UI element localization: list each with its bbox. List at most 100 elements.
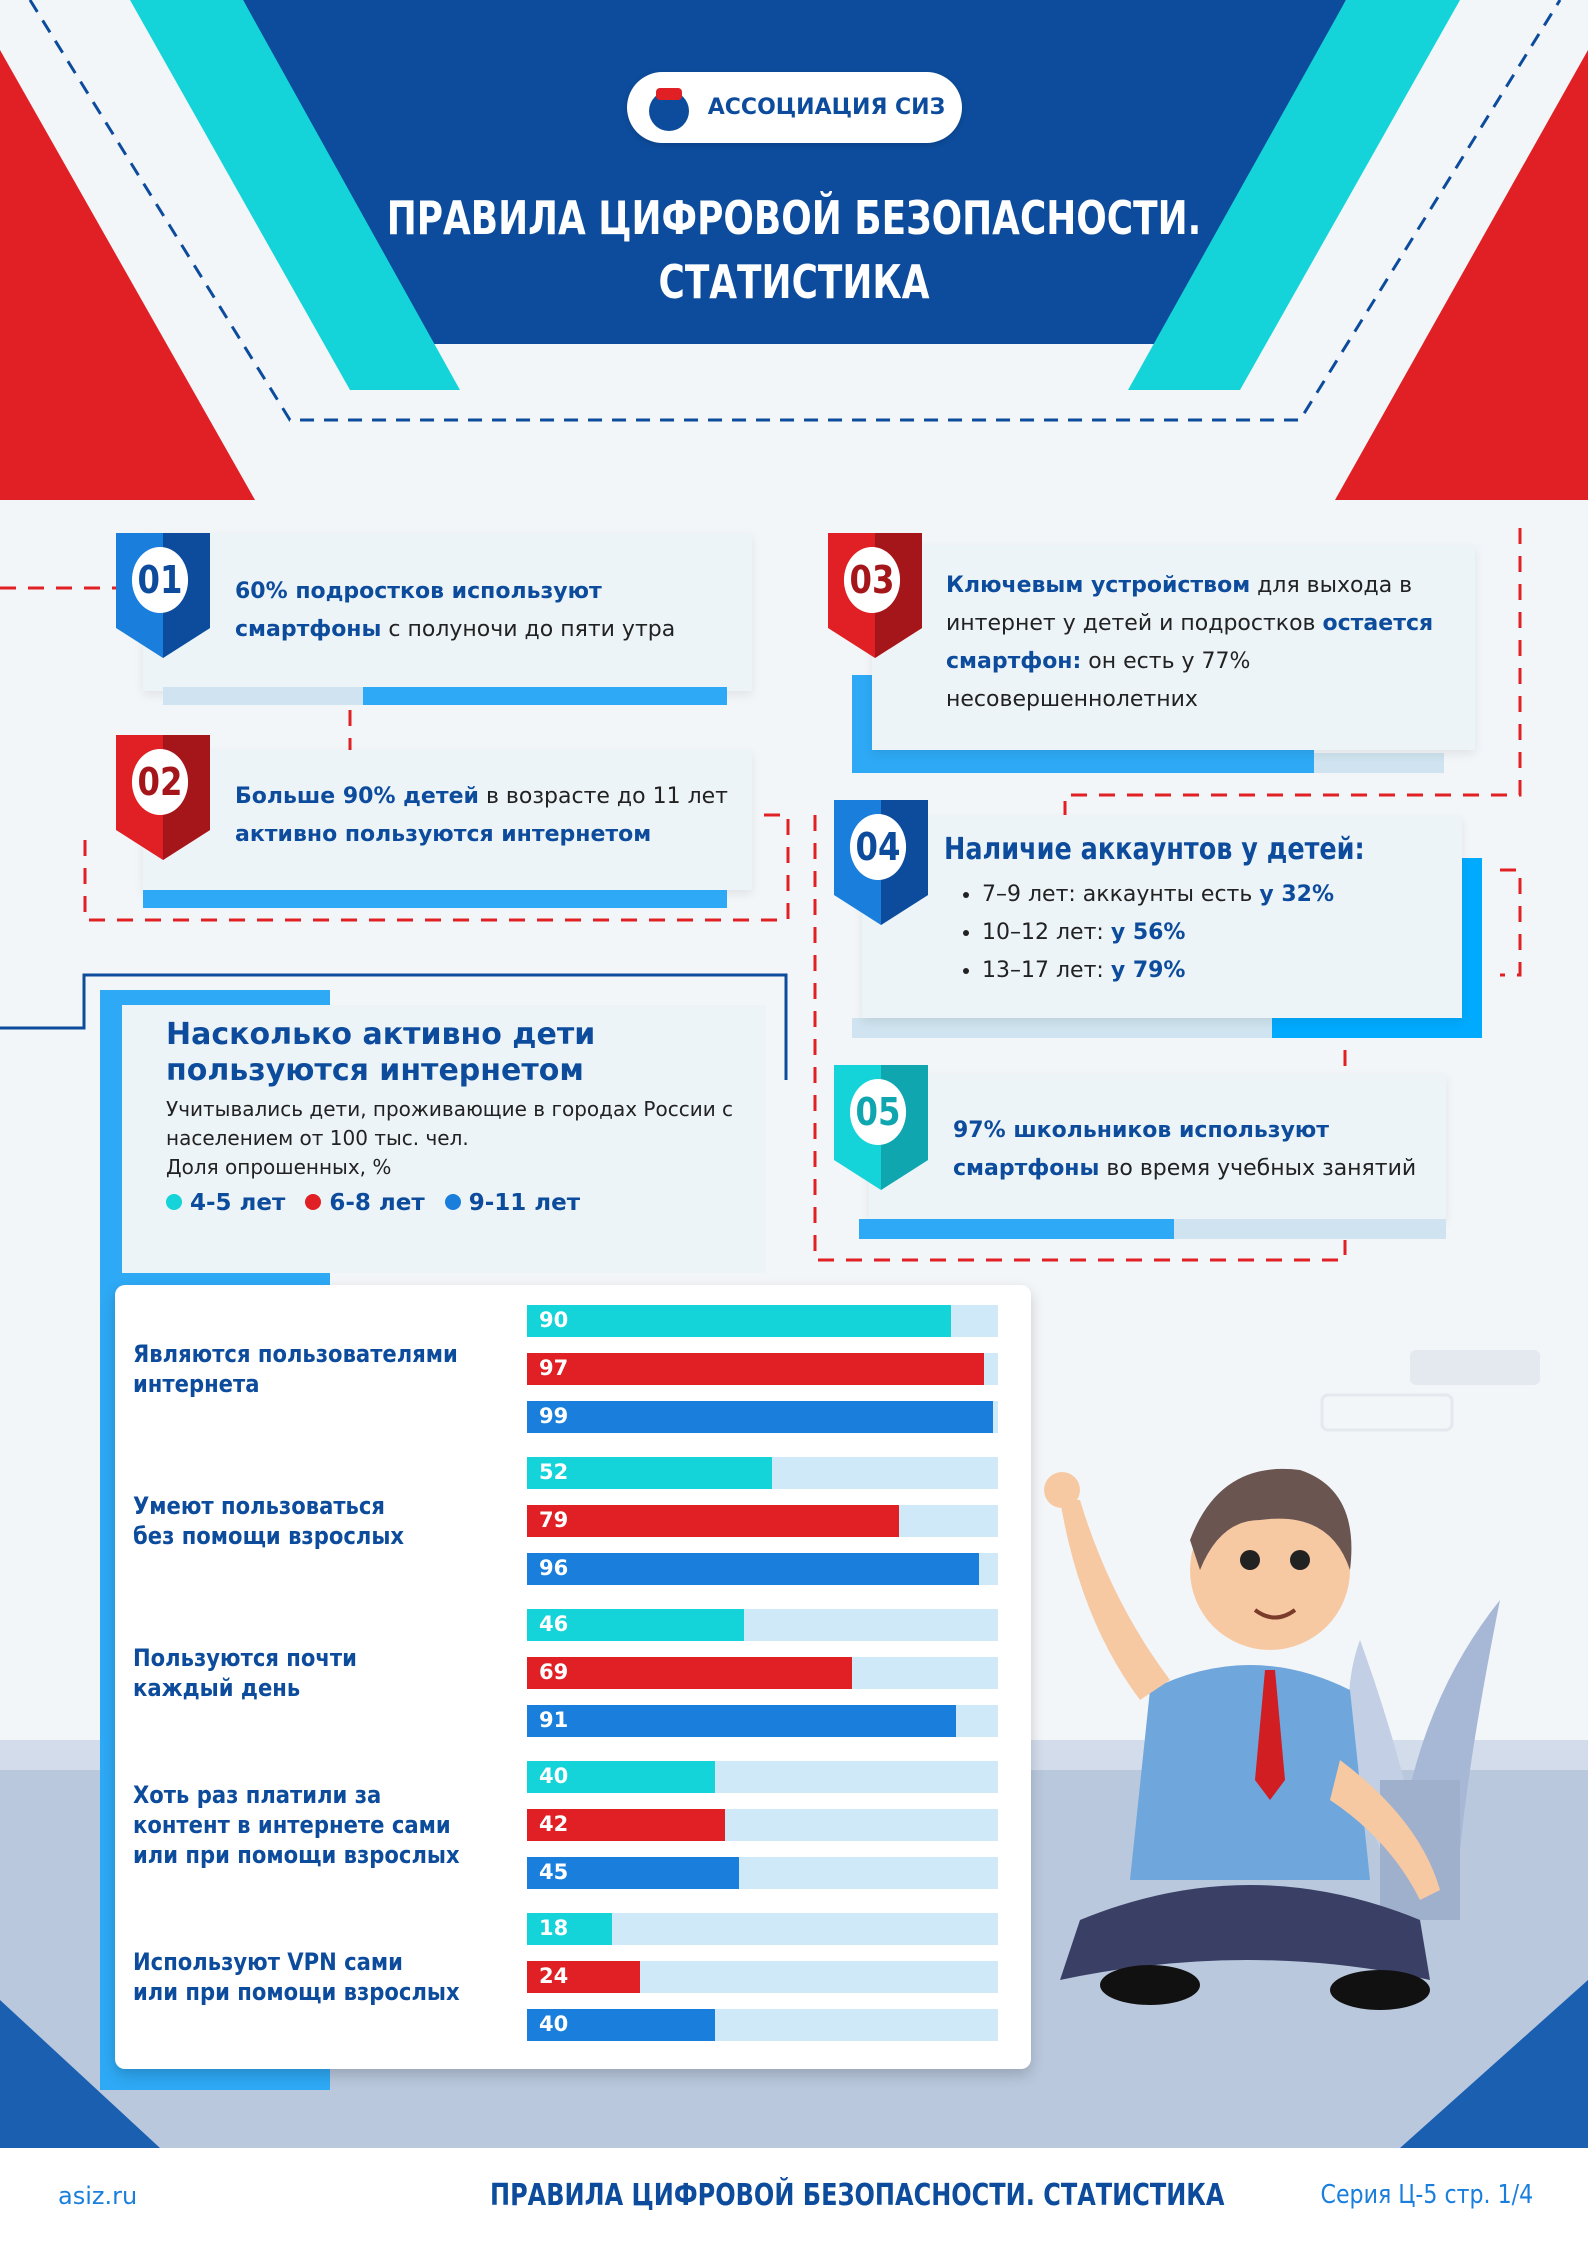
- accounts-item: 7–9 лет: аккаунты есть у 32%: [982, 876, 1334, 914]
- fact-text-part: 97% школьников используют смартфоны: [953, 1118, 1330, 1181]
- badge-number: 02: [131, 749, 189, 815]
- badge-number: 04: [849, 814, 907, 880]
- title-line-1: ПРАВИЛА ЦИФРОВОЙ БЕЗОПАСНОСТИ.: [386, 191, 1202, 245]
- number-badge-04: 04: [834, 800, 928, 925]
- fact-card-02: Больше 90% детей в возрасте до 11 лет ак…: [143, 750, 752, 910]
- category-label-line: Используют VPN сами: [133, 1948, 403, 1976]
- category-label: Являются пользователями интернета: [133, 1339, 511, 1399]
- bar-value-label: 52: [539, 1460, 569, 1484]
- bar: 40: [527, 1761, 716, 1793]
- category-label-line: Хоть раз платили за: [133, 1781, 382, 1809]
- bar-value-label: 45: [539, 1860, 569, 1884]
- bar: 90: [527, 1305, 951, 1337]
- logo-text: АССОЦИАЦИЯ СИЗ: [707, 95, 946, 120]
- accounts-item: 13–17 лет: у 79%: [982, 952, 1334, 990]
- bar-value-label: 40: [539, 2012, 569, 2036]
- fact-text: 60% подростков используют смартфоны с по…: [235, 573, 735, 649]
- fact-text-part: Ключевым устройством: [946, 573, 1251, 598]
- fact-text: Больше 90% детей в возрасте до 11 лет ак…: [235, 778, 735, 854]
- bar-track: 40: [527, 1761, 998, 1793]
- chart-subtitle: Учитывались дети, проживающие в городах …: [166, 1097, 734, 1150]
- bar-track: 79: [527, 1505, 998, 1537]
- category-label-line: Пользуются почти: [133, 1644, 357, 1672]
- fact-text-part: для выхода в интернет у детей и подростк…: [946, 573, 1413, 636]
- bar-track: 91: [527, 1705, 998, 1737]
- bar: 91: [527, 1705, 956, 1737]
- badge-number: 01: [131, 547, 189, 613]
- bar: 96: [527, 1553, 980, 1585]
- accounts-title: Наличие аккаунтов у детей:: [944, 832, 1365, 867]
- bar-value-label: 79: [539, 1508, 569, 1532]
- chart-panel: Являются пользователями интернета 90 97 99 Ум…: [115, 1285, 1031, 2069]
- bar-value-label: 40: [539, 1764, 569, 1788]
- number-badge-05: 05: [834, 1065, 928, 1190]
- category-label: Пользуются почти каждый день: [133, 1643, 511, 1703]
- badge-number: 03: [843, 547, 901, 613]
- legend-dot-icon: [444, 1194, 461, 1210]
- bar: 69: [527, 1657, 852, 1689]
- bar-value-label: 97: [539, 1356, 569, 1380]
- bar: 46: [527, 1609, 744, 1641]
- bar-value-label: 69: [539, 1660, 569, 1684]
- legend-label: 6-8 лет: [329, 1190, 425, 1216]
- bar-track: 45: [527, 1857, 998, 1889]
- fact-text-part: в возрасте до 11 лет: [478, 784, 728, 809]
- category-label-line: интернета: [133, 1370, 260, 1398]
- bar-track: 46: [527, 1609, 998, 1641]
- bar: 99: [527, 1401, 994, 1433]
- category-label-line: Являются пользователями: [133, 1340, 458, 1368]
- bar-track: 24: [527, 1961, 998, 1993]
- category-label-line: каждый день: [133, 1674, 301, 1702]
- bar: 97: [527, 1353, 984, 1385]
- bar-track: 97: [527, 1353, 998, 1385]
- category-label-line: без помощи взрослых: [133, 1522, 405, 1550]
- page-title: ПРАВИЛА ЦИФРОВОЙ БЕЗОПАСНОСТИ. СТАТИСТИК…: [248, 186, 1340, 314]
- category-label-line: Умеют пользоваться: [133, 1492, 385, 1520]
- share-value: у 32%: [1259, 882, 1335, 907]
- chart-ylabel: Доля опрошенных, %: [166, 1155, 392, 1179]
- bar-value-label: 91: [539, 1708, 569, 1732]
- bar: 24: [527, 1961, 641, 1993]
- category-label-line: контент в интернете сами: [133, 1811, 451, 1839]
- legend-dot-icon: [166, 1194, 182, 1210]
- bar-track: 52: [527, 1457, 998, 1489]
- bar-track: 96: [527, 1553, 998, 1585]
- number-badge-01: 01: [116, 533, 210, 658]
- title-line-2: СТАТИСТИКА: [658, 255, 930, 309]
- category-label-line: или при помощи взрослых: [133, 1978, 460, 2006]
- number-badge-02: 02: [116, 735, 210, 860]
- accounts-item: 10–12 лет: у 56%: [982, 914, 1334, 952]
- fact-text: 97% школьников используют смартфоны во в…: [953, 1112, 1433, 1188]
- bar: 52: [527, 1457, 772, 1489]
- legend-item: 4-5 лет: [166, 1188, 285, 1218]
- category-label: Используют VPN сами или при помощи взросл…: [133, 1947, 511, 2007]
- fact-card-04: Наличие аккаунтов у детей: 7–9 лет: акка…: [852, 816, 1492, 1038]
- bar: 45: [527, 1857, 739, 1889]
- bar-value-label: 18: [539, 1916, 569, 1940]
- legend-item: 9-11 лет: [444, 1188, 581, 1218]
- badge-number: 05: [849, 1079, 907, 1145]
- fact-text-part: Больше 90% детей: [235, 784, 479, 809]
- bar: 18: [527, 1913, 612, 1945]
- legend-label: 9-11 лет: [468, 1190, 581, 1216]
- footer-site-link[interactable]: asiz.ru: [58, 2182, 138, 2210]
- bar-value-label: 99: [539, 1404, 569, 1428]
- share-value: у 56%: [1110, 920, 1186, 945]
- age-range: 7–9 лет: аккаунты есть: [982, 882, 1260, 907]
- fact-text-part: во время учебных занятий: [1099, 1156, 1417, 1181]
- number-badge-03: 03: [828, 533, 922, 658]
- chart-title: Насколько активно дети пользуются интерн…: [166, 1017, 596, 1088]
- fact-text-part: активно пользуются интернетом: [235, 822, 652, 847]
- age-range: 10–12 лет:: [982, 920, 1111, 945]
- category-label-line: или при помощи взрослых: [133, 1841, 460, 1869]
- accounts-list: 7–9 лет: аккаунты есть у 32%10–12 лет: у…: [960, 876, 1334, 990]
- fact-text-part: 60% подростков используют смартфоны: [235, 579, 602, 642]
- fact-text-part: он есть у 77% несовершеннолетних: [946, 649, 1251, 712]
- category-label: Умеют пользоваться без помощи взрослых: [133, 1491, 511, 1551]
- footer-title: ПРАВИЛА ЦИФРОВОЙ БЕЗОПАСНОСТИ. СТАТИСТИК…: [490, 2178, 1225, 2213]
- bar-value-label: 96: [539, 1556, 569, 1580]
- bar-track: 42: [527, 1809, 998, 1841]
- fact-card-05: 97% школьников используют смартфоны во в…: [859, 1074, 1446, 1239]
- fact-card-03: Ключевым устройством для выхода в интерн…: [852, 545, 1475, 773]
- bar: 42: [527, 1809, 725, 1841]
